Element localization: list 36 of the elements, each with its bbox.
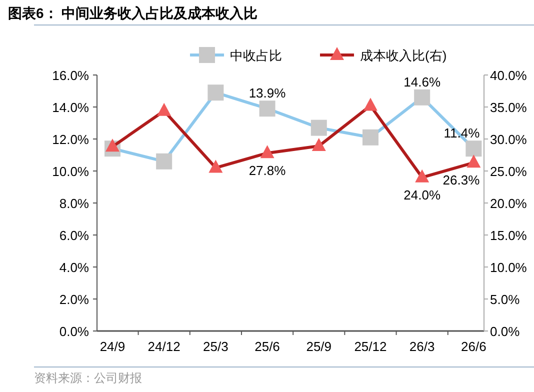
x-tick-label: 24/9 <box>100 339 126 354</box>
data-label: 14.6% <box>404 74 441 90</box>
y-tick-label: 14.0% <box>52 100 90 115</box>
y2-tick-label: 5.0% <box>490 292 520 307</box>
data-label: 13.9% <box>248 86 286 101</box>
x-tick-label: 25/9 <box>306 339 332 354</box>
y2-tick-label: 15.0% <box>490 228 528 243</box>
y2-tick-label: 35.0% <box>490 100 528 115</box>
legend-label: 中收占比 <box>230 48 282 63</box>
y-tick-label: 4.0% <box>59 260 90 275</box>
x-tick-label: 25/3 <box>203 339 228 354</box>
y-tick-label: 12.0% <box>52 132 90 147</box>
y-tick-label: 8.0% <box>59 196 90 211</box>
data-label: 27.8% <box>248 163 286 178</box>
y-tick-label: 10.0% <box>52 164 90 179</box>
x-tick-label: 26/6 <box>461 339 486 354</box>
x-tick-label: 25/6 <box>254 339 280 354</box>
y2-tick-label: 10.0% <box>490 260 528 275</box>
x-tick-label: 25/12 <box>354 339 387 354</box>
data-label: 11.4% <box>444 126 480 141</box>
y2-tick-label: 40.0% <box>490 68 528 83</box>
y-tick-label: 0.0% <box>59 324 90 339</box>
data-label: 26.3% <box>442 172 480 188</box>
y2-tick-label: 30.0% <box>490 132 528 147</box>
y-tick-label: 2.0% <box>59 292 90 307</box>
text: 资料来源：公司财报 <box>34 371 142 385</box>
y-tick-label: 6.0% <box>59 228 90 243</box>
y2-tick-label: 0.0% <box>490 324 520 339</box>
y-tick-label: 16.0% <box>52 68 90 83</box>
y2-tick-label: 25.0% <box>490 164 528 179</box>
chart-title: 图表6： 中间业务收入占比及成本收入比 <box>8 5 258 21</box>
y2-tick-label: 20.0% <box>490 196 528 211</box>
data-label: 24.0% <box>404 187 441 202</box>
legend-label: 成本收入比(右) <box>360 48 447 63</box>
x-tick-label: 24/12 <box>148 339 180 354</box>
x-tick-label: 26/3 <box>409 339 435 354</box>
